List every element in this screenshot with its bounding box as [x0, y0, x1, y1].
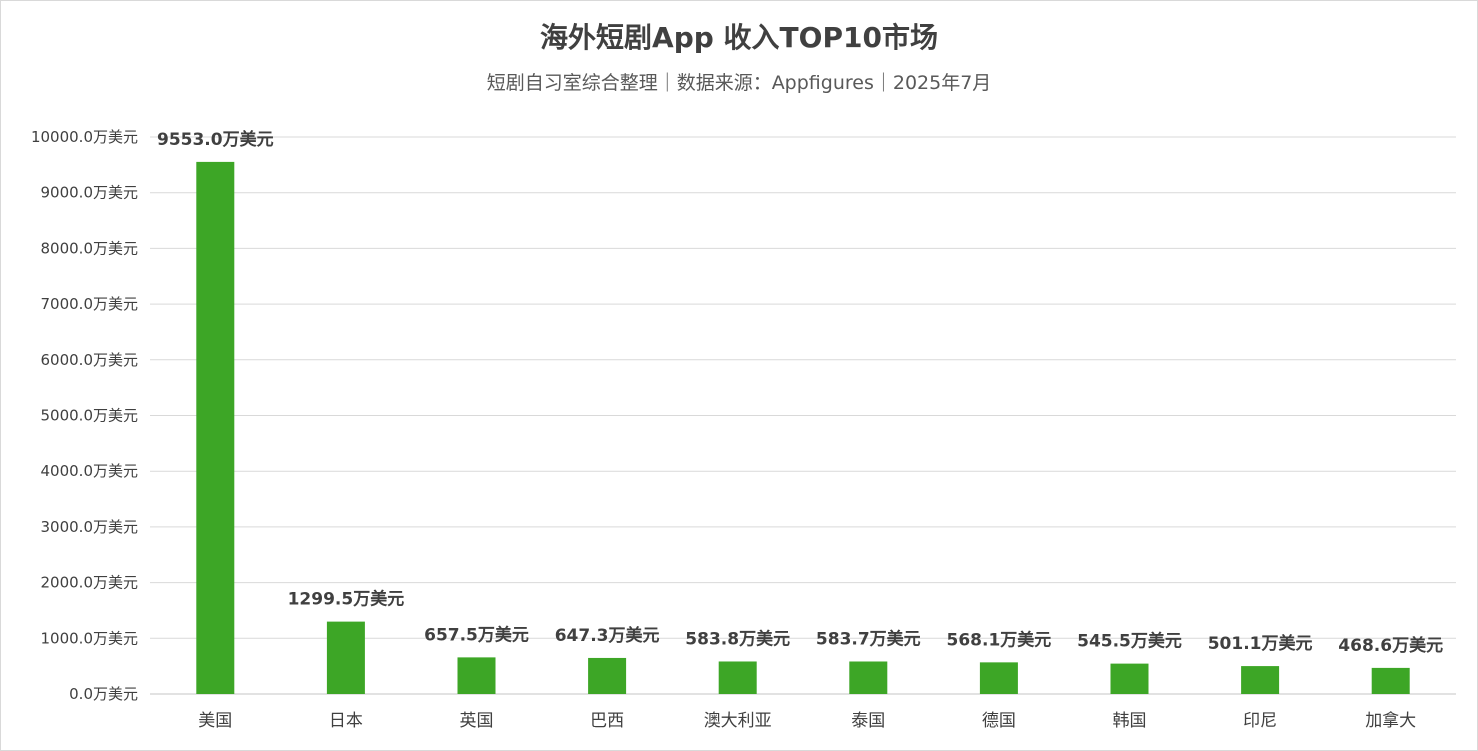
y-tick-label: 6000.0万美元 [41, 351, 139, 369]
gridlines [150, 136, 1456, 695]
x-tick-label: 英国 [460, 711, 494, 731]
bar [718, 661, 757, 694]
bar [326, 621, 365, 694]
y-tick-label: 2000.0万美元 [41, 574, 139, 592]
data-label: 545.5万美元 [1077, 631, 1182, 652]
bars [196, 161, 1410, 695]
bar [1110, 663, 1149, 694]
x-tick-label: 泰国 [851, 711, 885, 731]
data-label: 583.7万美元 [816, 628, 921, 649]
y-tick-label: 8000.0万美元 [41, 239, 139, 257]
x-tick-label: 印尼 [1243, 711, 1277, 731]
data-label: 501.1万美元 [1208, 633, 1313, 654]
bar [1241, 666, 1280, 694]
x-tick-label: 澳大利亚 [704, 711, 772, 731]
bar [196, 161, 235, 695]
bar [457, 657, 496, 694]
bar [1371, 667, 1410, 694]
y-tick-label: 0.0万美元 [69, 685, 138, 703]
chart-subtitle: 短剧自习室综合整理｜数据来源：Appfigures｜2025年7月 [486, 72, 992, 94]
y-tick-label: 9000.0万美元 [41, 184, 139, 202]
y-tick-label: 5000.0万美元 [41, 407, 139, 425]
y-tick-label: 4000.0万美元 [41, 462, 139, 480]
bar [849, 661, 888, 694]
x-tick-label: 巴西 [590, 711, 624, 731]
bar [979, 662, 1018, 694]
x-tick-label: 德国 [982, 711, 1016, 731]
y-tick-label: 10000.0万美元 [31, 128, 138, 146]
y-axis: 0.0万美元 1000.0万美元 2000.0万美元 3000.0万美元 4000.0万… [31, 128, 138, 703]
data-label: 468.6万美元 [1338, 635, 1443, 656]
x-tick-label: 韩国 [1113, 711, 1147, 731]
data-label: 568.1万美元 [947, 629, 1052, 650]
y-tick-label: 7000.0万美元 [41, 295, 139, 313]
data-label: 647.3万美元 [555, 625, 660, 646]
bar [588, 657, 627, 694]
chart-title: 海外短剧App 收入TOP10市场 [540, 21, 938, 54]
data-label: 657.5万美元 [424, 624, 529, 645]
data-label: 1299.5万美元 [288, 589, 405, 610]
data-labels: 9553.0万美元 1299.5万美元 657.5万美元 647.3万美元 583.8万… [157, 129, 1443, 656]
data-label: 583.8万美元 [685, 628, 790, 649]
x-tick-label: 加拿大 [1365, 710, 1416, 731]
x-axis: 美国 日本 英国 巴西 澳大利亚 泰国 德国 韩国 印尼 加拿大 [198, 710, 1416, 731]
data-label: 9553.0万美元 [157, 129, 274, 150]
y-tick-label: 1000.0万美元 [41, 629, 139, 647]
y-tick-label: 3000.0万美元 [41, 518, 139, 536]
x-tick-label: 美国 [198, 711, 232, 731]
x-tick-label: 日本 [329, 711, 363, 731]
